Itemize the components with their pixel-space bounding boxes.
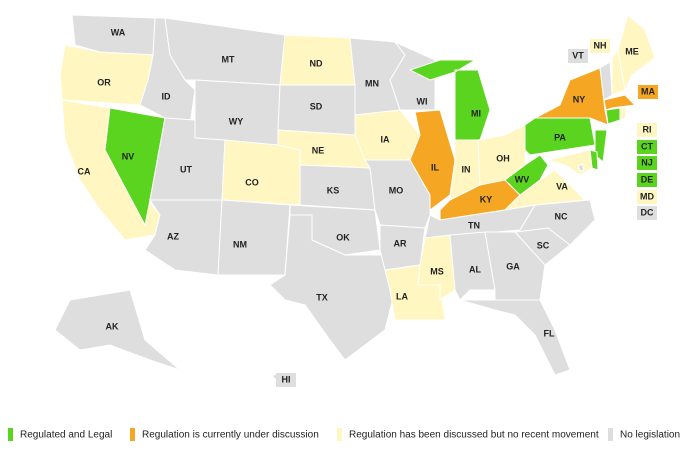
state <box>409 109 456 211</box>
state-label: LA <box>396 291 408 301</box>
state-label: NH <box>594 40 607 50</box>
state <box>54 289 181 371</box>
legend-swatch <box>337 428 342 441</box>
state <box>59 44 154 106</box>
state-label: ME <box>625 46 639 56</box>
state-label: NC <box>555 211 568 221</box>
state-label: IN <box>462 164 471 174</box>
state-label: VT <box>572 50 584 60</box>
state-label: WI <box>417 96 428 106</box>
state-label: MN <box>365 78 379 88</box>
legend-swatch <box>8 428 13 441</box>
state <box>617 14 656 92</box>
state-label: NJ <box>641 157 653 167</box>
state-label: NY <box>573 94 586 104</box>
state-label: WA <box>111 27 126 37</box>
state-label: MD <box>640 191 654 201</box>
state-label: FL <box>544 328 555 338</box>
state-label: SD <box>310 101 323 111</box>
state-label-box <box>637 206 657 220</box>
state-label: UT <box>180 164 192 174</box>
legend-swatch <box>608 428 613 441</box>
state-label: GA <box>506 261 520 271</box>
state-label: SC <box>537 240 550 250</box>
state-label: IL <box>431 162 440 172</box>
state-label: OH <box>496 153 510 163</box>
state-label: TX <box>316 292 328 302</box>
state <box>504 154 549 196</box>
state-label: MO <box>389 185 404 195</box>
state-label-box <box>637 140 657 154</box>
state <box>164 17 286 86</box>
state <box>194 79 281 146</box>
state-label: AL <box>469 264 481 274</box>
state <box>269 214 396 361</box>
state-label: RI <box>643 124 652 134</box>
state-label-box <box>590 39 610 53</box>
state-label: DE <box>641 174 654 184</box>
state-label: HI <box>282 374 291 384</box>
state-label: KY <box>480 194 493 204</box>
state-label: CT <box>641 141 653 151</box>
state-label: CA <box>78 166 91 176</box>
state <box>534 67 609 126</box>
legend-label: Regulation is currently under discussion <box>142 430 319 441</box>
state <box>594 129 608 163</box>
state <box>104 107 166 227</box>
state-label: AK <box>106 321 119 331</box>
state-label: TN <box>468 220 480 230</box>
state-label-box <box>637 123 657 137</box>
state-label-box <box>568 49 588 63</box>
state-label: PA <box>554 132 566 142</box>
state <box>603 94 637 111</box>
state-label: ID <box>162 91 172 101</box>
state-label: CO <box>245 177 259 187</box>
state-label: IA <box>381 134 391 144</box>
state-label: AZ <box>167 231 179 241</box>
state-label: ND <box>310 58 323 68</box>
state-label: WY <box>229 116 244 126</box>
state-label: OR <box>97 77 111 87</box>
state-label: DC <box>641 207 654 217</box>
state-label: NV <box>122 151 135 161</box>
state-label: NE <box>312 145 325 155</box>
state-label: VA <box>556 181 568 191</box>
state <box>221 139 301 206</box>
state-label: NM <box>233 239 247 249</box>
state-label-box <box>638 85 658 99</box>
state-label: MS <box>430 266 444 276</box>
state-label-box <box>637 156 657 170</box>
state-label: WV <box>515 174 530 184</box>
legend-label: Regulation has been discussed but no rec… <box>349 430 599 441</box>
state <box>619 107 627 121</box>
legend-label: Regulated and Legal <box>20 430 112 441</box>
state-label-box <box>637 173 657 187</box>
legend-label: No legislation <box>620 430 680 441</box>
state-label: MA <box>641 86 655 96</box>
state <box>605 107 621 125</box>
state <box>217 199 291 276</box>
state-label: MI <box>471 108 481 118</box>
state <box>459 299 571 376</box>
state <box>389 41 436 111</box>
state-label-box <box>276 373 296 387</box>
legend-swatch <box>130 428 135 441</box>
state-label: MT <box>222 54 235 64</box>
state-label: KS <box>327 185 340 195</box>
state-label: AR <box>394 238 407 248</box>
state <box>577 163 585 172</box>
state-label-box <box>637 190 657 204</box>
state-label: OK <box>336 232 350 242</box>
